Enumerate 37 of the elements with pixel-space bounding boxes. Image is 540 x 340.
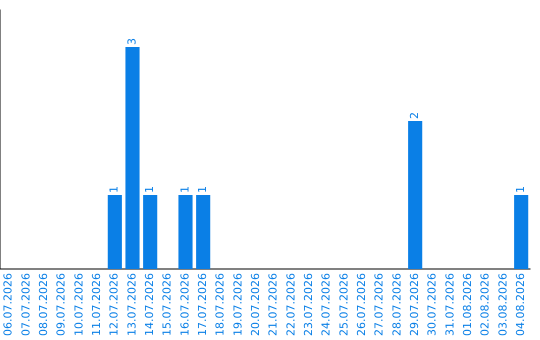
x-tick-label: 10.07.2026 [72,273,86,336]
x-tick-label: 18.07.2026 [214,273,227,336]
x-tick-label: 04.08.2026 [514,273,528,336]
data-label: 2 [408,112,422,120]
x-tick-label: 12.07.2026 [108,273,121,336]
x-tick-label: 02.08.2026 [478,273,492,336]
x-tick-label: 31.07.2026 [443,273,456,336]
x-tick-label: 23.07.2026 [302,273,316,336]
x-tick-label: 25.07.2026 [337,273,350,336]
x-tick-label: 08.07.2026 [37,273,50,336]
x-tick-label: 09.07.2026 [54,273,68,336]
x-tick-label: 30.07.2026 [426,273,439,336]
x-tick-label: 06.07.2026 [2,273,15,336]
x-tick-label: 24.07.2026 [320,273,333,336]
x-tick-label: 11.07.2026 [90,273,104,336]
x-tick-label: 01.08.2026 [461,273,474,336]
x-tick-label: 26.07.2026 [355,273,368,336]
x-tick-label: 19.07.2026 [231,273,244,336]
x-tick-label: 29.07.2026 [408,273,422,336]
data-label: 1 [514,186,528,194]
x-tick-label: 07.07.2026 [19,273,32,336]
data-label: 1 [108,186,121,194]
x-tick-label: 22.07.2026 [284,273,298,336]
x-tick-label: 13.07.2026 [125,273,138,336]
x-tick-label: 21.07.2026 [266,273,280,336]
x-tick-label: 03.08.2026 [496,273,510,336]
x-tick-label: 20.07.2026 [249,273,262,336]
x-tick-label: 15.07.2026 [160,273,174,336]
x-tick-label: 17.07.2026 [196,273,210,336]
x-tick-label: 14.07.2026 [143,273,156,336]
data-label: 3 [125,38,138,46]
x-tick-label: 28.07.2026 [390,273,404,336]
x-tick-label: 16.07.2026 [178,273,192,336]
x-tick-label: 27.07.2026 [372,273,386,336]
data-label: 1 [196,186,210,194]
data-label: 1 [178,186,192,194]
data-label: 1 [143,186,156,194]
